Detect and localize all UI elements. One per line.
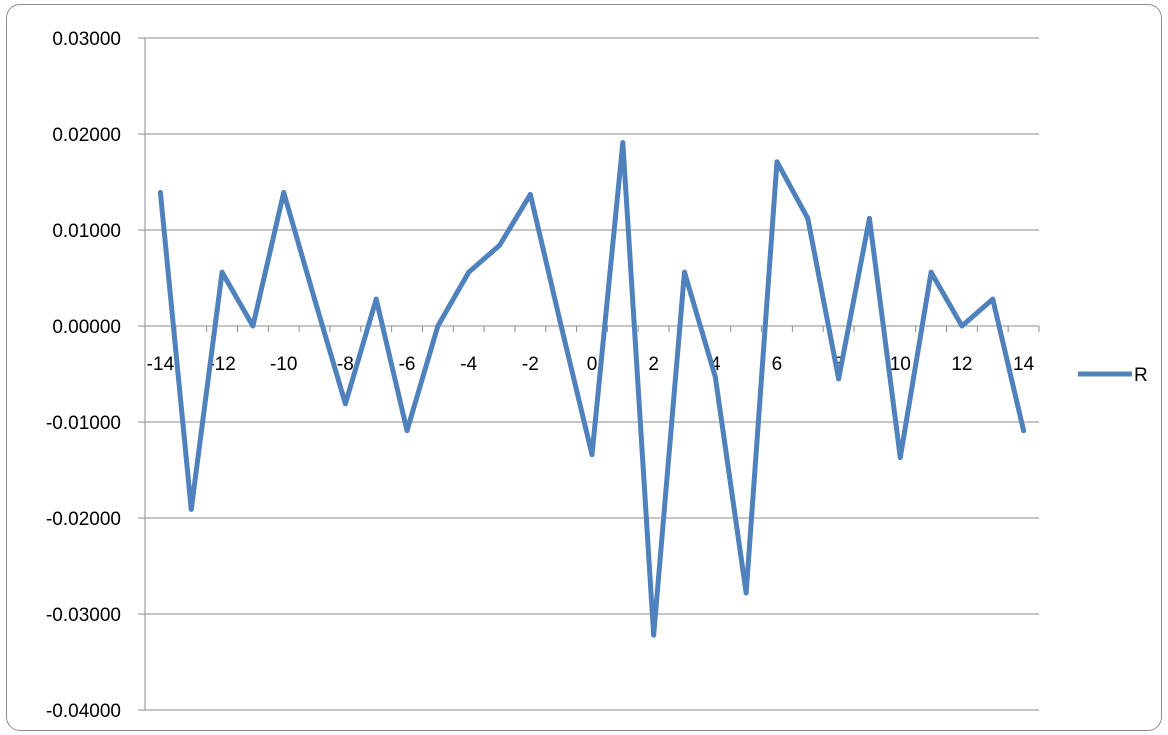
y-tick-label: 0.01000	[52, 221, 121, 242]
data-point	[404, 428, 410, 434]
series-layer	[157, 140, 1027, 638]
y-tick-label: -0.03000	[46, 605, 121, 626]
data-point	[836, 376, 842, 382]
data-point	[651, 632, 657, 638]
x-tick-label: -4	[460, 354, 477, 375]
x-tick-label: -14	[147, 354, 175, 375]
series-line-r	[157, 140, 1027, 638]
x-tick-label: 12	[951, 354, 972, 375]
data-point	[897, 455, 903, 461]
data-point	[435, 323, 441, 329]
x-tick-label: -6	[399, 354, 416, 375]
data-point	[589, 452, 595, 458]
x-tick-label: 4	[710, 354, 721, 375]
data-point	[281, 190, 287, 196]
data-point	[620, 140, 626, 146]
gridlines	[145, 37, 1039, 711]
data-point	[558, 323, 564, 329]
y-tick-label: -0.04000	[46, 701, 121, 722]
y-tick-label: 0.00000	[52, 317, 121, 338]
y-tick-label: 0.02000	[52, 125, 121, 146]
legend: R	[1078, 365, 1148, 386]
data-point	[219, 269, 225, 275]
data-point	[373, 296, 379, 302]
data-point	[527, 191, 533, 197]
x-tick-label: -8	[337, 354, 354, 375]
data-point	[990, 296, 996, 302]
data-point	[928, 269, 934, 275]
x-tick-label: -12	[208, 354, 235, 375]
data-point	[312, 296, 318, 302]
data-point	[250, 323, 256, 329]
y-tick-label: -0.01000	[46, 413, 121, 434]
y-axis: 0.03000 0.02000 0.01000 0.00000 -0.01000 -0.0…	[46, 29, 146, 722]
x-tick-label: -10	[270, 354, 297, 375]
data-point	[342, 401, 348, 407]
x-axis: -14 -12 -10 -8 -6 -4 -2 0 2 4 6 8 10 12 14	[144, 325, 1040, 375]
data-point	[188, 506, 194, 512]
x-tick-label: 0	[587, 354, 598, 375]
data-point	[959, 323, 965, 329]
y-tick-label: 0.03000	[52, 29, 121, 50]
data-point	[466, 269, 472, 275]
x-tick-label: 6	[772, 354, 783, 375]
x-tick-label: 8	[833, 354, 844, 375]
data-point	[774, 159, 780, 165]
x-tick-label: 10	[890, 354, 911, 375]
data-point	[805, 215, 811, 221]
chart-area	[6, 4, 1162, 731]
data-point	[1021, 428, 1027, 434]
data-point	[743, 590, 749, 596]
data-point	[866, 215, 872, 221]
data-point	[681, 269, 687, 275]
y-tick-label: -0.02000	[46, 509, 121, 530]
data-point	[157, 190, 163, 196]
x-tick-label: -2	[522, 354, 539, 375]
x-tick-label: 2	[648, 354, 659, 375]
data-point	[497, 242, 503, 248]
data-point	[712, 374, 718, 380]
legend-label-r: R	[1134, 365, 1148, 386]
x-tick-label: 14	[1013, 354, 1035, 375]
